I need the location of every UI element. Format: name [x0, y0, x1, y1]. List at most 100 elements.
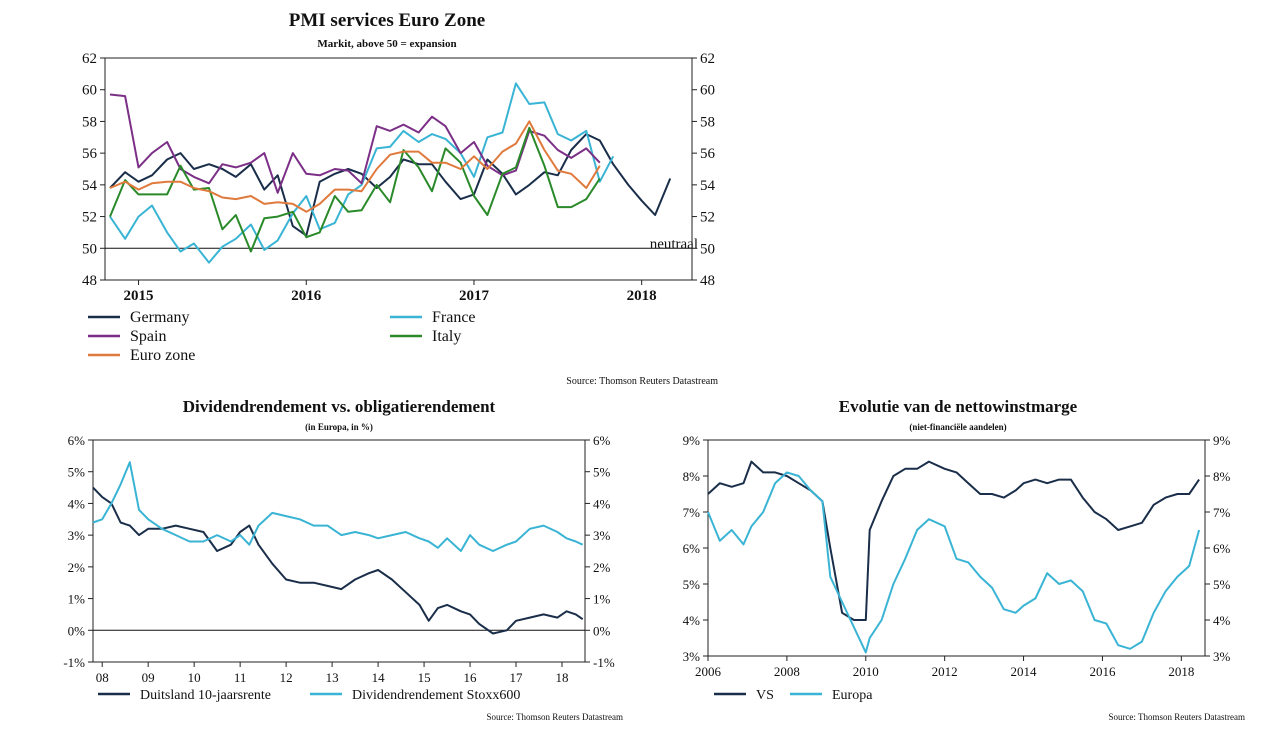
- series-line-duitsland-10-jaarsrente: [92, 486, 584, 635]
- x-tick-label: 16: [464, 670, 478, 685]
- x-tick-label: 2006: [695, 664, 722, 679]
- legend-label: Spain: [130, 328, 166, 345]
- x-tick-label: 12: [280, 670, 293, 685]
- series-line-dividendrendement-stoxx600: [92, 461, 584, 552]
- x-tick-label: 15: [418, 670, 431, 685]
- y-tick-label: 60: [82, 83, 97, 99]
- y-tick-label: 0%: [68, 623, 86, 638]
- x-tick-label: 10: [188, 670, 201, 685]
- y-tick-label-right: 0%: [593, 623, 611, 638]
- legend-label: Europa: [832, 688, 873, 703]
- x-tick-label: 09: [142, 670, 155, 685]
- y-tick-label: 58: [82, 114, 97, 130]
- chart-title: Evolutie van de nettowinstmarge: [839, 397, 1078, 416]
- y-tick-label: 6%: [683, 541, 701, 556]
- x-tick-label: 2017: [459, 288, 490, 304]
- series-line-italy: [109, 126, 601, 253]
- x-tick-label: 2014: [1011, 664, 1038, 679]
- x-tick-label: 2016: [1089, 664, 1116, 679]
- source-note: Source: Thomson Reuters Datastream: [566, 376, 718, 387]
- y-tick-label-right: 8%: [1213, 469, 1231, 484]
- y-tick-label-right: 4%: [593, 496, 611, 511]
- y-tick-label: 6%: [68, 433, 86, 448]
- chart-subtitle: Markit, above 50 = expansion: [317, 38, 456, 50]
- plot-frame: [92, 439, 586, 663]
- y-tick-label-right: 3%: [593, 528, 611, 543]
- series-line-europa: [707, 471, 1201, 654]
- y-tick-label-right: 48: [700, 273, 715, 289]
- x-tick-label: 11: [234, 670, 247, 685]
- y-tick-label-right: 9%: [1213, 433, 1231, 448]
- x-tick-label: 17: [510, 670, 524, 685]
- x-tick-label: 2010: [853, 664, 879, 679]
- source-note: Source: Thomson Reuters Datastream: [1108, 712, 1245, 722]
- y-tick-label: 52: [82, 210, 97, 226]
- legend-label: France: [432, 309, 476, 326]
- x-tick-label: 2018: [1168, 664, 1194, 679]
- y-tick-label: 3%: [68, 528, 86, 543]
- series-line-vs: [707, 460, 1200, 621]
- series-line-spain: [109, 93, 601, 194]
- y-tick-label: 9%: [683, 433, 701, 448]
- y-tick-label-right: 50: [700, 241, 715, 257]
- y-tick-label: 5%: [68, 465, 86, 480]
- chart-subtitle: (in Europa, in %): [305, 422, 373, 432]
- legend-label: Italy: [432, 328, 461, 345]
- y-tick-label-right: 54: [700, 178, 716, 194]
- y-tick-label-right: 62: [700, 51, 715, 67]
- reference-line-label: neutraal: [650, 236, 698, 252]
- y-tick-label-right: 7%: [1213, 505, 1231, 520]
- y-tick-label-right: -1%: [593, 655, 615, 670]
- y-tick-label: 4%: [683, 613, 701, 628]
- y-tick-label: 7%: [683, 505, 701, 520]
- x-tick-label: 2015: [124, 288, 154, 304]
- series-line-germany: [109, 133, 672, 237]
- legend-label: Dividendrendement Stoxx600: [352, 688, 520, 703]
- x-tick-label: 13: [326, 670, 339, 685]
- y-tick-label-right: 60: [700, 83, 715, 99]
- y-tick-label-right: 3%: [1213, 649, 1231, 664]
- series-line-france: [109, 82, 615, 264]
- legend-label: Germany: [130, 309, 190, 326]
- y-tick-label: 5%: [683, 577, 701, 592]
- y-tick-label: 8%: [683, 469, 701, 484]
- y-tick-label: 62: [82, 51, 97, 67]
- series-line-euro-zone: [109, 120, 601, 213]
- x-tick-label: 2016: [291, 288, 322, 304]
- plot-frame: [104, 57, 693, 281]
- y-tick-label-right: 5%: [1213, 577, 1231, 592]
- y-tick-label: 50: [82, 241, 97, 257]
- chart-subtitle: (niet-financiële aandelen): [909, 422, 1006, 432]
- y-tick-label-right: 5%: [593, 465, 611, 480]
- y-tick-label-right: 6%: [1213, 541, 1231, 556]
- legend-label: VS: [756, 688, 774, 703]
- y-tick-label: 54: [82, 178, 98, 194]
- legend-label: Duitsland 10-jaarsrente: [140, 688, 271, 703]
- dividend-chart: Dividendrendement vs. obligatierendement…: [63, 397, 623, 722]
- chart-title: PMI services Euro Zone: [289, 10, 486, 31]
- x-tick-label: 2018: [627, 288, 657, 304]
- y-tick-label: 4%: [68, 496, 86, 511]
- source-note: Source: Thomson Reuters Datastream: [486, 712, 623, 722]
- y-tick-label-right: 52: [700, 210, 715, 226]
- pmi-chart: PMI services Euro Zone Markit, above 50 …: [82, 10, 718, 387]
- x-tick-label: 14: [372, 670, 386, 685]
- chart-title: Dividendrendement vs. obligatierendement: [183, 397, 496, 416]
- y-tick-label-right: 56: [700, 146, 716, 162]
- x-tick-label: 2012: [932, 664, 958, 679]
- y-tick-label: 56: [82, 146, 98, 162]
- y-tick-label: 1%: [68, 592, 86, 607]
- y-tick-label: 3%: [683, 649, 701, 664]
- x-tick-label: 18: [556, 670, 569, 685]
- y-tick-label: -1%: [63, 655, 85, 670]
- x-tick-label: 2008: [774, 664, 800, 679]
- y-tick-label: 48: [82, 273, 97, 289]
- legend-label: Euro zone: [130, 347, 195, 364]
- margin-chart: Evolutie van de nettowinstmarge (niet-fi…: [683, 397, 1245, 722]
- y-tick-label-right: 6%: [593, 433, 611, 448]
- y-tick-label-right: 58: [700, 114, 715, 130]
- y-tick-label: 2%: [68, 560, 86, 575]
- x-tick-label: 08: [96, 670, 109, 685]
